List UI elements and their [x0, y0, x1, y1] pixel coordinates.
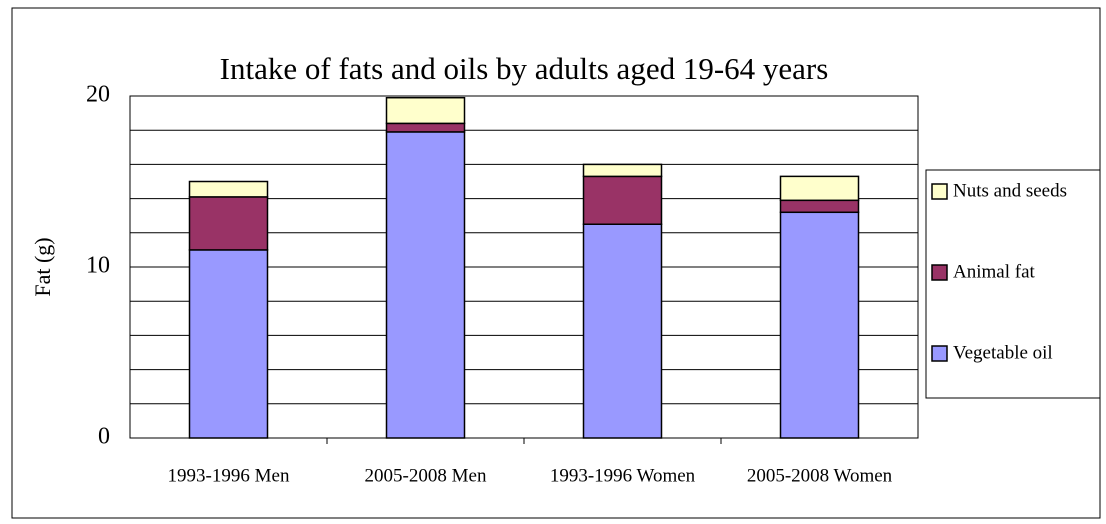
legend-label: Animal fat	[953, 261, 1036, 282]
y-tick-label: 0	[98, 424, 110, 450]
bar-segment	[385, 96, 466, 125]
bar-segment	[188, 196, 269, 251]
legend-label: Vegetable oil	[953, 342, 1053, 363]
bar-segment	[779, 199, 860, 214]
x-tick-label: 1993-1996 Men	[168, 465, 290, 486]
y-tick-label: 20	[86, 82, 110, 108]
legend-swatch	[931, 183, 948, 200]
x-tick-label: 2005-2008 Men	[365, 465, 487, 486]
bar-segment	[188, 249, 269, 439]
bar-segment	[385, 122, 466, 133]
bar-segment	[582, 223, 663, 439]
legend-swatch	[931, 345, 948, 362]
x-tick-label: 2005-2008 Women	[747, 465, 893, 486]
legend-box	[925, 169, 1101, 399]
y-tick-label: 10	[86, 253, 110, 279]
legend-label: Nuts and seeds	[953, 180, 1067, 201]
legend-swatch	[931, 264, 948, 281]
y-axis-label: Fat (g)	[30, 237, 55, 296]
chart-title: Intake of fats and oils by adults aged 1…	[220, 51, 829, 86]
bar-segment	[582, 175, 663, 225]
bar-segment	[385, 131, 466, 439]
bar-segment	[779, 211, 860, 439]
bar-segment	[188, 180, 269, 198]
x-tick-label: 1993-1996 Women	[550, 465, 696, 486]
bar-segment	[779, 175, 860, 202]
bar-segment	[582, 163, 663, 178]
